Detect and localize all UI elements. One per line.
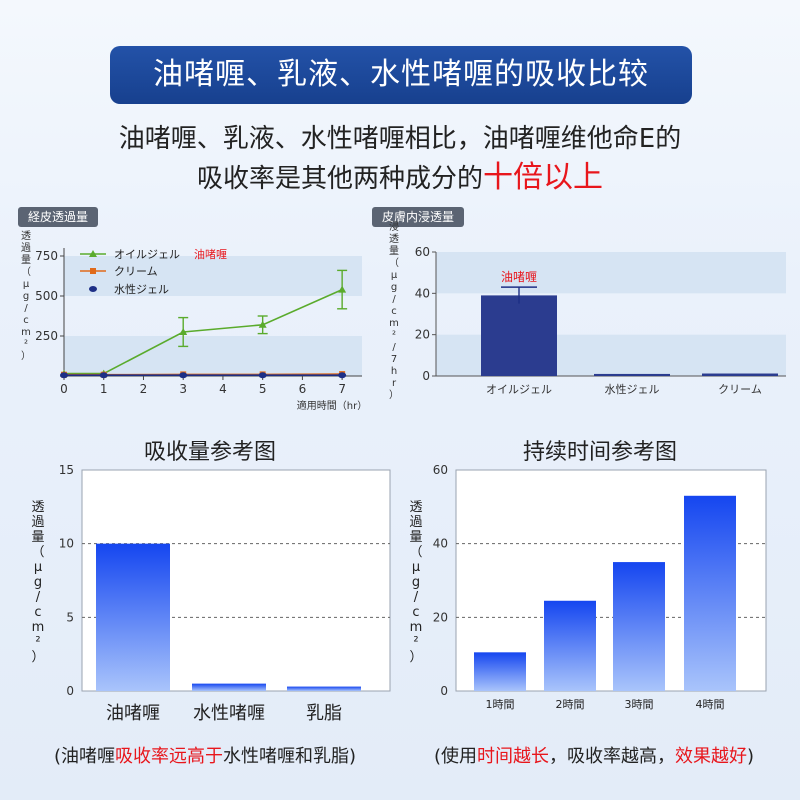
chart3-bar: [192, 683, 266, 691]
intro-highlight: 十倍以上: [483, 160, 603, 195]
chart4-ytick-label: 40: [433, 537, 448, 551]
chart3-bar: [287, 686, 361, 691]
chart2-annotation: 油啫喱: [501, 270, 537, 284]
caption-left: (油啫喱吸收率远高于水性啫喱和乳脂): [54, 742, 356, 768]
chart1-xtick-label: 3: [179, 382, 187, 396]
intro-line-1: 油啫喱、乳液、水性啫喱相比，油啫喱维他命E的: [118, 124, 682, 154]
chart1-xtick-label: 4: [219, 382, 227, 396]
chart2-band-upper: [436, 252, 786, 294]
chart3-category-label: 水性啫喱: [193, 703, 265, 724]
chart1-ytick-label: 500: [35, 289, 58, 303]
chart3-bar: [96, 543, 170, 691]
chart2-category-label: 水性ジェル: [605, 382, 660, 396]
chart1-xtick-label: 1: [100, 382, 108, 396]
chart2-chip: 皮膚内浸透量: [372, 207, 465, 227]
chart4-bar: [474, 652, 526, 691]
chart2-category-label: オイルジェル: [486, 383, 552, 396]
chart4-ytick-label: 20: [433, 610, 448, 624]
chart1-point: [60, 372, 68, 379]
chart4-bar: [684, 495, 736, 691]
chart1-legend-label: クリーム: [114, 265, 158, 278]
caption-left-p2: 水性啫喱和乳脂): [223, 746, 357, 767]
chart1-legend-label: 水性ジェル: [114, 282, 169, 296]
chart1-legend-marker: [90, 268, 96, 274]
chart2-bar: [702, 373, 778, 376]
chart3-category-label: 油啫喱: [106, 703, 160, 724]
chart1-point: [179, 328, 188, 335]
chart4-plot-area: [455, 469, 767, 692]
chart1-band-lower: [64, 336, 362, 376]
chart1-xtick-label: 5: [259, 382, 267, 396]
chart1-ylabel: 透過量（ μ g / c m ²）: [21, 230, 31, 362]
chart1-series-line-1: [64, 373, 343, 376]
chart1-band-upper: [64, 256, 362, 296]
chart1-ytick-label: 750: [35, 249, 58, 263]
chart2-bar: [481, 295, 557, 376]
chart4-bar: [613, 562, 665, 691]
chart1-legend-label: オイルジェル: [114, 248, 180, 261]
chart3-ylabel: 透過量（ μ g / c m ²）: [31, 500, 44, 665]
chart2-category-label: クリーム: [718, 383, 762, 396]
caption-left-red: 吸收率远高于: [115, 746, 224, 767]
chart3-ytick-label: 0: [66, 684, 74, 698]
chart1-point: [179, 372, 188, 379]
chart1-point: [100, 371, 107, 378]
chart4-title: 持续时间参考图: [522, 440, 677, 465]
chart4-bar: [544, 600, 596, 691]
chart1-xtick-label: 0: [60, 382, 68, 396]
caption-right-p2: ，吸收率越高，: [549, 746, 676, 767]
chart2-ytick-label: 0: [422, 369, 430, 383]
chart1-legend-note: 油啫喱: [194, 247, 227, 261]
chart1-point: [258, 320, 267, 328]
chart1-xtick-label: 7: [338, 382, 346, 396]
caption-right-red2: 效果越好: [675, 746, 748, 767]
chart3-ytick-label: 10: [59, 537, 74, 551]
chart4-category-label: 3時間: [625, 698, 654, 711]
chart3-plot-area: [81, 469, 391, 692]
chart3-title: 吸收量参考图: [143, 440, 276, 465]
chart3-ytick-label: 5: [66, 610, 74, 624]
chart2-ytick-label: 40: [415, 286, 430, 300]
chart1-point: [339, 371, 346, 378]
chart2-bar: [594, 373, 670, 376]
intro-line-2: 吸收率是其他两种成分的十倍以上: [0, 152, 800, 196]
chart1-ytick-label: 250: [35, 329, 58, 343]
chart3-category-label: 乳脂: [306, 703, 342, 724]
chart1-point: [258, 372, 267, 379]
chart4-ytick-label: 0: [440, 684, 448, 698]
chart1-legend-marker: [89, 286, 97, 292]
chart4-category-label: 4時間: [696, 698, 725, 711]
chart1-xtick-label: 6: [299, 382, 307, 396]
chart2-band-lower: [436, 334, 786, 376]
title-banner: 油啫喱、乳液、水性啫喱的吸收比较: [110, 46, 692, 104]
chart1-series-line-0: [64, 288, 343, 375]
chart2-ytick-label: 20: [415, 328, 430, 342]
chart2-ylabel: 浸透量（ μ g / c m ²/7 h r）: [389, 221, 399, 401]
chart1-point: [180, 371, 187, 378]
chart1-point: [338, 285, 347, 293]
chart1-point: [259, 371, 266, 378]
chart4-category-label: 2時間: [556, 698, 585, 711]
chart1-legend-marker: [89, 250, 97, 257]
chart1-point: [99, 372, 108, 379]
chart1-point: [60, 369, 68, 377]
caption-left-p1: (油啫喱: [54, 746, 116, 767]
caption-right-p3: ): [747, 746, 755, 767]
chart2-ytick-label: 60: [415, 245, 430, 259]
chart1-chip: 経皮透過量: [18, 207, 99, 227]
intro-line-2-text: 吸收率是其他两种成分的: [196, 164, 483, 194]
caption-right-red1: 时间越长: [477, 746, 550, 767]
chart1-xlabel: 適用時間（hr）: [297, 399, 367, 412]
chart1-point: [338, 372, 347, 379]
caption-right: (使用时间越长，吸收率越高，效果越好): [434, 742, 754, 768]
chart1-xtick-label: 2: [140, 382, 148, 396]
chart1-point: [61, 371, 67, 378]
chart1-point: [99, 369, 108, 377]
chart4-ylabel: 透過量（ μ g / c m ²）: [409, 500, 422, 665]
chart4-category-label: 1時間: [486, 698, 515, 711]
caption-right-p1: (使用: [434, 746, 478, 767]
